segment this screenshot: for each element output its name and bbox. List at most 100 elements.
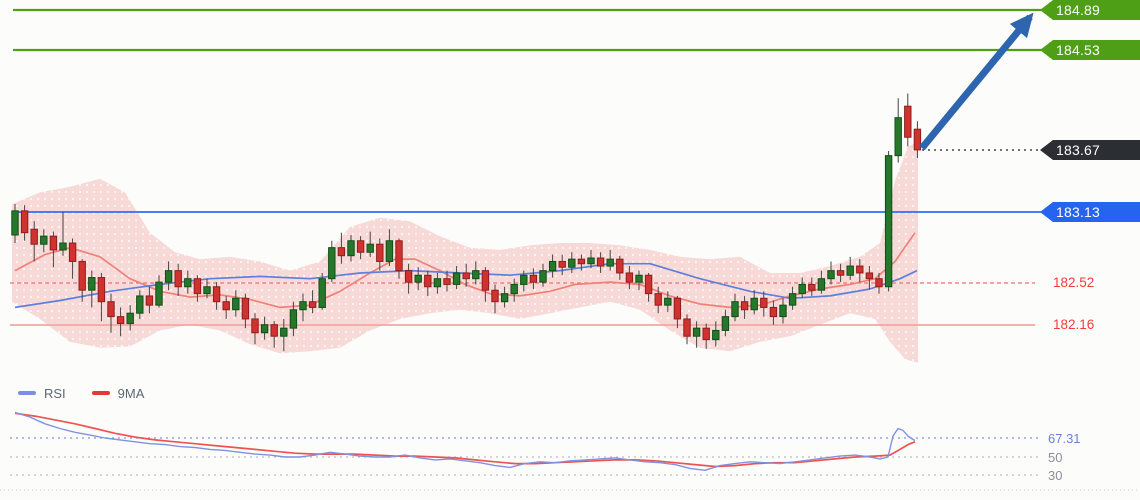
candle — [596, 257, 605, 267]
candle — [865, 272, 874, 280]
candle — [846, 265, 854, 276]
candle — [59, 242, 67, 251]
candle — [510, 283, 518, 295]
candle — [683, 318, 691, 337]
candle — [587, 257, 595, 265]
price-label-support-2: 182.16 — [1053, 317, 1095, 332]
candle — [472, 270, 480, 280]
candles — [11, 93, 922, 352]
price-tag-last-price: 183.67 — [1040, 140, 1140, 160]
candle — [11, 210, 19, 236]
projection-arrow — [919, 12, 1034, 151]
candle — [606, 258, 614, 267]
candle — [875, 278, 883, 288]
candle — [49, 235, 58, 251]
candle — [539, 270, 547, 283]
candle — [740, 301, 749, 311]
candle — [78, 260, 86, 291]
candle — [385, 240, 394, 262]
candle — [884, 155, 893, 288]
candle — [692, 327, 701, 337]
legend-item-rsi[interactable]: RSI — [18, 386, 66, 401]
candle — [635, 274, 643, 283]
candle — [856, 265, 864, 274]
candle — [337, 247, 346, 257]
candle — [769, 306, 778, 318]
candle — [40, 235, 48, 245]
candle — [68, 242, 77, 262]
candle — [433, 278, 442, 288]
candle — [664, 297, 672, 306]
candle — [30, 228, 38, 245]
candle — [798, 283, 806, 295]
candle — [174, 270, 182, 288]
candle — [894, 117, 902, 157]
candle — [904, 105, 912, 138]
candle — [155, 281, 163, 306]
candle — [673, 297, 682, 320]
candle — [817, 278, 826, 291]
candle — [760, 297, 768, 308]
candle — [299, 301, 307, 311]
price-tag-resistance-lower: 184.53 — [1040, 40, 1140, 60]
candle — [462, 272, 470, 280]
candle — [308, 301, 317, 308]
rsi-line-swatch-icon — [18, 391, 36, 395]
candle — [136, 295, 144, 314]
candle — [625, 272, 634, 283]
candle — [347, 240, 355, 257]
candle — [404, 270, 413, 283]
candle — [654, 293, 662, 306]
legend-rsi-label: RSI — [44, 385, 66, 401]
candle — [280, 327, 288, 337]
candle — [251, 318, 259, 334]
candle — [164, 270, 173, 283]
candle — [395, 240, 403, 272]
candle — [20, 210, 29, 234]
candle — [644, 274, 653, 295]
candle — [376, 243, 384, 262]
candle — [241, 297, 250, 320]
candle — [116, 316, 125, 325]
candle — [808, 283, 816, 291]
candle — [491, 289, 499, 303]
candle — [558, 260, 566, 268]
candle — [414, 274, 422, 283]
candle — [577, 258, 586, 265]
rsi-level-50: 50 — [1048, 450, 1063, 465]
candle — [779, 304, 787, 318]
candle — [452, 272, 461, 285]
candle — [88, 277, 96, 291]
candle — [318, 278, 326, 308]
candle — [520, 274, 528, 285]
candle — [750, 297, 758, 311]
rsi-current-value: 67.31 — [1048, 431, 1081, 446]
price-label-support-1: 182.52 — [1053, 275, 1095, 290]
candle — [424, 274, 432, 288]
candle — [356, 240, 365, 253]
rsi-line — [14, 411, 916, 471]
candle — [702, 327, 710, 341]
candle — [529, 274, 538, 283]
candle — [184, 278, 192, 288]
ma-fast-line — [14, 232, 916, 309]
candle — [443, 278, 451, 285]
price-tag-resistance-upper: 184.89 — [1040, 0, 1140, 20]
candle — [712, 329, 720, 341]
candle — [126, 312, 134, 325]
candle — [193, 278, 202, 295]
candle — [289, 309, 298, 329]
legend-item-9ma[interactable]: 9MA — [91, 386, 144, 401]
ma9-line-swatch-icon — [91, 391, 110, 395]
rsi-9ma-line — [14, 412, 916, 468]
candle — [731, 301, 739, 318]
candle — [827, 270, 835, 280]
volatility-band — [12, 141, 918, 363]
indicator-legend: RSI 9MA — [18, 385, 144, 401]
candle — [366, 243, 374, 253]
candle — [616, 258, 624, 274]
candle — [145, 295, 154, 306]
candle — [568, 258, 576, 268]
